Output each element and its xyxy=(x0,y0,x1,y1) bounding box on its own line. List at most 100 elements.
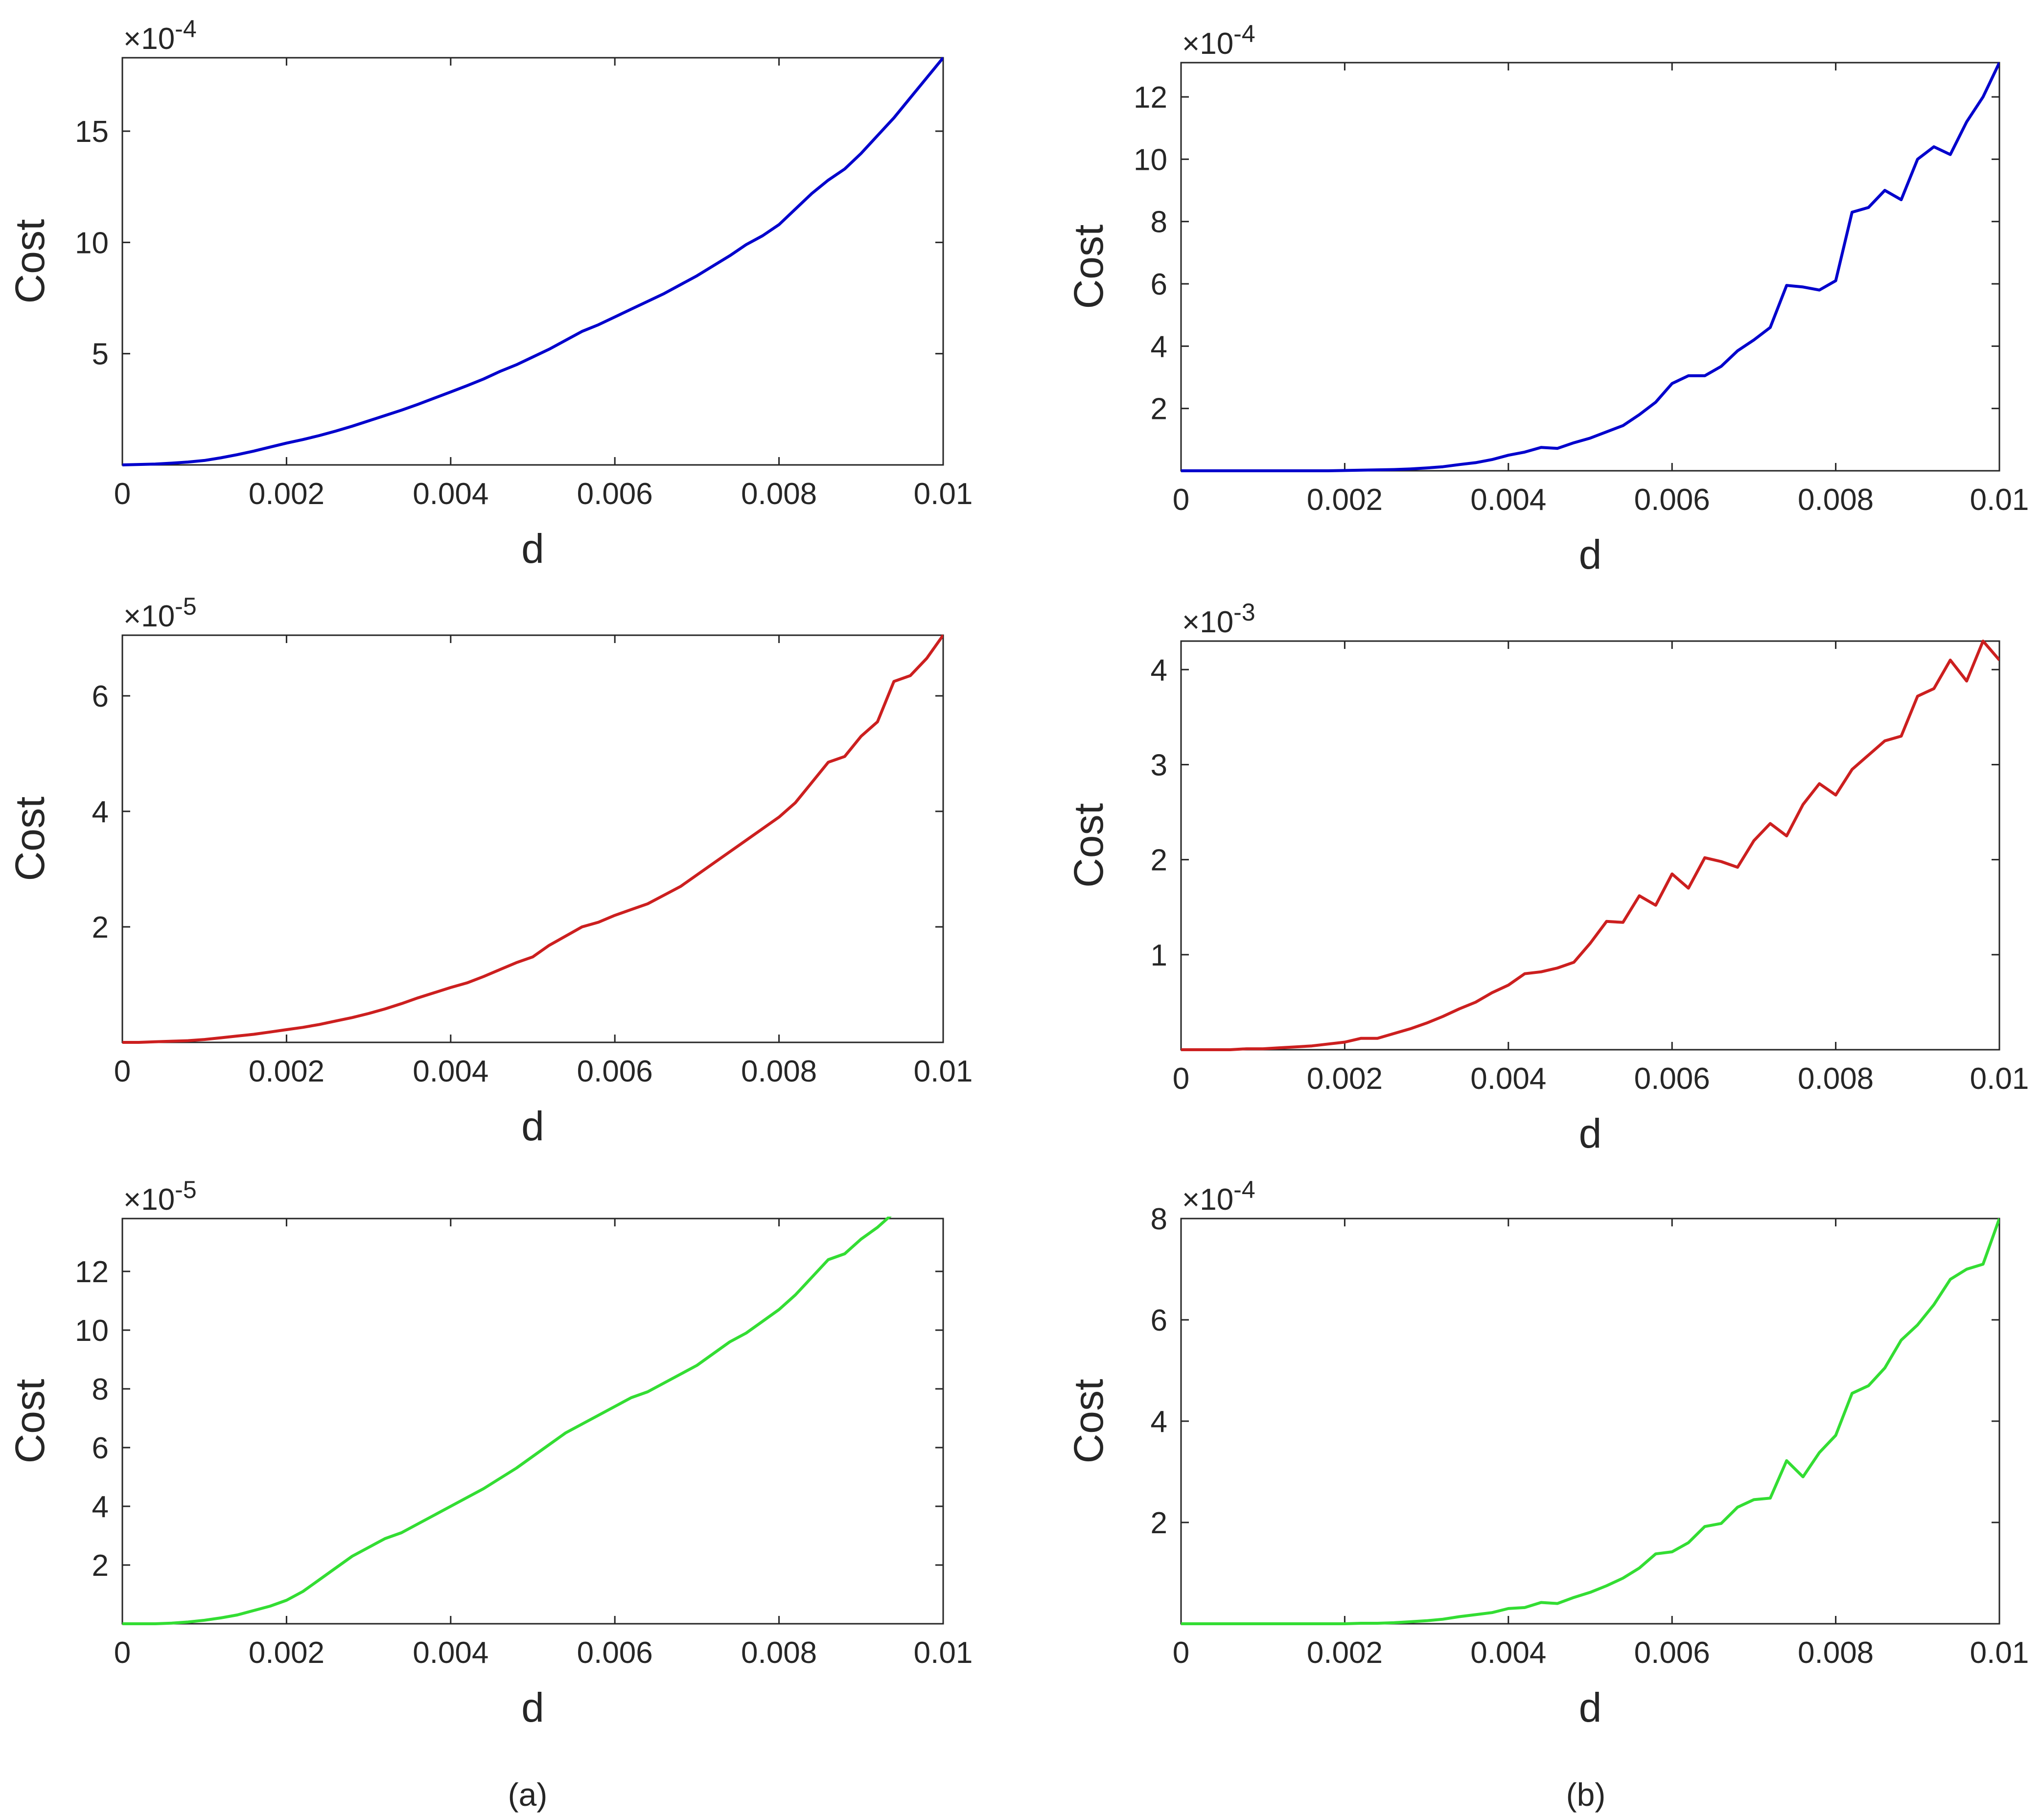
plot-frame xyxy=(1180,1218,2000,1625)
y-axis-label: Cost xyxy=(1066,225,1112,309)
y-tick-label: 4 xyxy=(92,1490,109,1524)
x-tick-label: 0.01 xyxy=(1970,483,2029,517)
y-tick-label: 12 xyxy=(75,1255,109,1289)
x-tick-label: 0.002 xyxy=(1307,483,1383,517)
x-tick-label: 0.002 xyxy=(249,477,325,511)
x-tick-label: 0.006 xyxy=(1634,1636,1710,1670)
y-tick-label: 8 xyxy=(92,1373,109,1406)
exponent-power: -4 xyxy=(1233,1176,1255,1203)
exponent-label: ×10-4 xyxy=(123,15,197,56)
y-tick-label: 10 xyxy=(1134,143,1167,177)
exponent-base: ×10 xyxy=(123,22,175,56)
x-tick-label: 0 xyxy=(114,1636,131,1670)
x-tick-label: 0.01 xyxy=(1970,1636,2029,1670)
y-axis-label: Cost xyxy=(7,219,53,304)
x-tick-label: 0 xyxy=(1173,483,1189,517)
series-line xyxy=(122,57,943,466)
exponent-base: ×10 xyxy=(1182,1183,1233,1217)
chart-b2: 0 0.002 0.004 0.006 0.008 0.01 1 2 3 4 ×10-3 d Cost xyxy=(1066,599,2029,1156)
y-tick-label: 6 xyxy=(1151,268,1167,301)
x-tick-label: 0.01 xyxy=(914,1636,973,1670)
y-tick-label: 3 xyxy=(1151,748,1167,782)
plot-frame xyxy=(1180,640,2000,1051)
exponent-label: ×10-3 xyxy=(1182,599,1255,639)
series-line xyxy=(1181,640,1999,1051)
x-tick-label: 0.004 xyxy=(413,1055,488,1088)
x-tick-label: 0.004 xyxy=(413,1636,488,1670)
chart-b3: 0 0.002 0.004 0.006 0.008 0.01 2 4 6 8 ×10-4 d Cost xyxy=(1066,1176,2029,1730)
x-tick-label: 0.01 xyxy=(914,477,973,511)
plot-frame xyxy=(121,57,944,466)
exponent-base: ×10 xyxy=(1182,27,1233,61)
exponent-power: -5 xyxy=(175,593,196,620)
x-tick-label: 0.008 xyxy=(1798,1636,1874,1670)
x-tick-label: 0.006 xyxy=(1634,1062,1710,1096)
chart-b1: 0 0.002 0.004 0.006 0.008 0.01 2 4 6 8 10 12 ×10-4 d C… xyxy=(1066,20,2029,577)
x-axis-label: d xyxy=(1579,531,1602,577)
x-tick-label: 0 xyxy=(1173,1636,1189,1670)
x-tick-label: 0.01 xyxy=(914,1055,973,1088)
series-line xyxy=(122,634,943,1044)
x-tick-label: 0 xyxy=(114,477,131,511)
y-tick-label: 10 xyxy=(75,1314,109,1348)
exponent-power: -4 xyxy=(175,15,196,43)
y-tick-label: 4 xyxy=(1151,653,1167,687)
y-tick-label: 4 xyxy=(1151,330,1167,364)
y-tick-label: 10 xyxy=(75,226,109,260)
y-tick-label: 4 xyxy=(92,795,109,829)
y-tick-label: 15 xyxy=(75,115,109,149)
plot-frame xyxy=(121,1218,944,1625)
exponent-label: ×10-5 xyxy=(123,1176,197,1217)
exponent-power: -5 xyxy=(175,1176,196,1203)
exponent-base: ×10 xyxy=(123,1183,175,1217)
x-tick-label: 0.002 xyxy=(249,1636,325,1670)
y-tick-label: 2 xyxy=(92,911,109,945)
caption-b: (b) xyxy=(1566,1776,1606,1813)
x-axis-label: d xyxy=(521,1684,544,1730)
exponent-power: -3 xyxy=(1233,599,1255,626)
x-tick-label: 0.004 xyxy=(1470,1062,1546,1096)
x-axis-label: d xyxy=(1579,1684,1602,1730)
x-tick-label: 0.002 xyxy=(1307,1062,1383,1096)
x-tick-label: 0 xyxy=(1173,1062,1189,1096)
series-line xyxy=(1181,1218,1999,1625)
y-tick-label: 8 xyxy=(1151,1202,1167,1236)
x-tick-label: 0.006 xyxy=(577,1055,653,1088)
y-tick-label: 6 xyxy=(1151,1304,1167,1337)
charts-container: 0 0.002 0.004 0.006 0.008 0.0151015×10-4dCost… xyxy=(7,15,2029,1730)
x-tick-label: 0.008 xyxy=(741,477,817,511)
x-tick-label: 0.01 xyxy=(1970,1062,2029,1096)
y-tick-label: 8 xyxy=(1151,206,1167,239)
y-tick-label: 2 xyxy=(1151,392,1167,426)
series-line xyxy=(1181,62,1999,472)
exponent-base: ×10 xyxy=(123,599,175,633)
y-tick-label: 6 xyxy=(92,680,109,714)
exponent-label: ×10-4 xyxy=(1182,1176,1255,1217)
exponent-power: -4 xyxy=(1233,20,1255,47)
x-tick-label: 0 xyxy=(114,1055,131,1088)
x-tick-label: 0.004 xyxy=(1470,1636,1546,1670)
plot-frame xyxy=(121,634,944,1043)
chart-a3: 0 0.002 0.004 0.006 0.008 0.01 2 4 6 8 10 12 ×10-5 d C… xyxy=(7,1176,973,1730)
x-tick-label: 0.004 xyxy=(1470,483,1546,517)
x-axis-label: d xyxy=(1579,1110,1602,1156)
y-axis-label: Cost xyxy=(7,797,53,881)
y-tick-label: 2 xyxy=(1151,844,1167,877)
y-axis-label: Cost xyxy=(1066,1379,1112,1464)
y-tick-label: 6 xyxy=(92,1431,109,1465)
x-tick-label: 0.008 xyxy=(1798,1062,1874,1096)
exponent-base: ×10 xyxy=(1182,605,1233,639)
x-tick-label: 0.006 xyxy=(577,477,653,511)
y-axis-label: Cost xyxy=(1066,803,1112,888)
y-tick-label: 2 xyxy=(92,1549,109,1583)
chart-a2: 0 0.002 0.004 0.006 0.008 0.01 2 4 6 ×10-5 d Cost xyxy=(7,593,973,1149)
y-tick-label: 4 xyxy=(1151,1405,1167,1439)
x-axis-label: d xyxy=(521,1103,544,1149)
x-axis-label: d xyxy=(521,526,544,572)
x-tick-label: 0.002 xyxy=(249,1055,325,1088)
x-tick-label: 0.004 xyxy=(413,477,488,511)
x-tick-label: 0.002 xyxy=(1307,1636,1383,1670)
series-line xyxy=(122,1217,892,1625)
exponent-label: ×10-5 xyxy=(123,593,197,633)
